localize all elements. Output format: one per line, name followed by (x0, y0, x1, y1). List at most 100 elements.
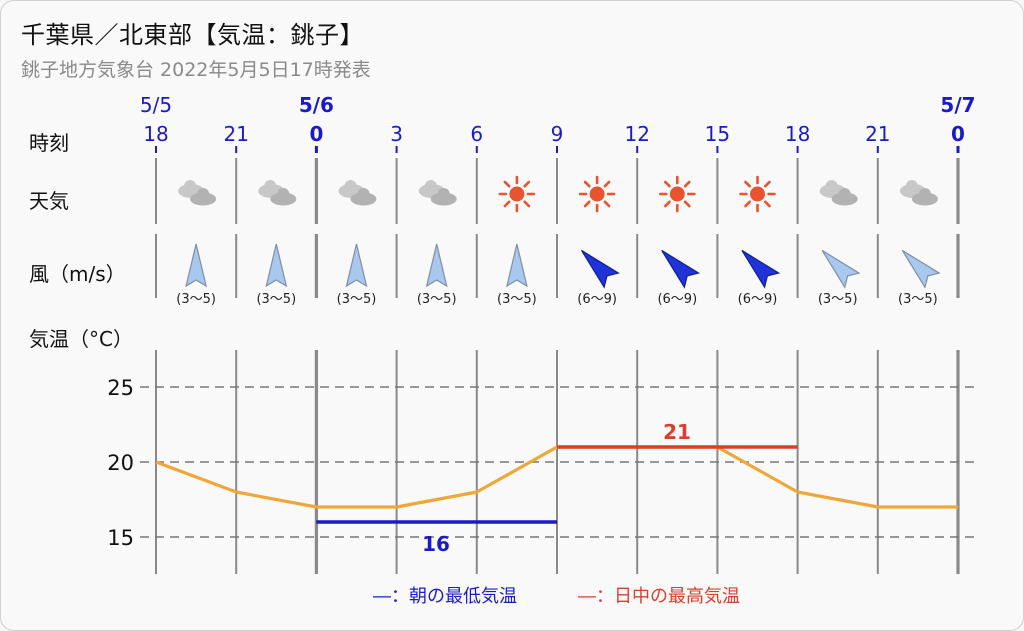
wind-arrow-icon (505, 243, 528, 288)
wind-arrow-icon (821, 249, 861, 289)
hour-label: 12 (624, 122, 649, 146)
row-label-weather: 天気 (29, 189, 69, 213)
wind-arrow-icon (661, 249, 701, 289)
sun-ray (583, 180, 591, 188)
cloud-front-puff (357, 188, 370, 200)
wind-range-label: (3〜5) (176, 292, 216, 307)
cloud-icon (178, 180, 217, 206)
cloud-back-puff (825, 180, 838, 192)
sun-ray (763, 180, 771, 188)
hour-label: 6 (470, 122, 483, 146)
sun-icon (658, 175, 696, 213)
hour-label: 3 (390, 122, 403, 146)
sun-ray (744, 200, 752, 208)
min-temp-label: 16 (422, 532, 450, 556)
cloud-front-puff (437, 188, 450, 200)
wind-arrow-icon (185, 243, 208, 288)
row-label-time: 時刻 (29, 131, 69, 155)
hour-label: 21 (865, 122, 890, 146)
wind-arrow-shape (821, 249, 861, 289)
sun-icon (739, 175, 776, 213)
wind-range-label: (3〜5) (898, 292, 938, 307)
wind-arrow-shape (425, 243, 448, 288)
row-label-temperature: 気温（°C） (29, 327, 133, 351)
wind-arrow-icon (741, 249, 781, 289)
cloud-icon (418, 180, 457, 206)
legend-min-label: ―：朝の最低気温 (373, 586, 517, 607)
cloud-front-puff (918, 188, 931, 200)
sun-ray (683, 200, 691, 208)
cloud-back-puff (344, 180, 357, 192)
wind-range-label: (3〜5) (256, 292, 296, 307)
sun-core (750, 186, 765, 202)
cloud-front-puff (197, 188, 210, 200)
wind-arrow-shape (505, 243, 528, 288)
wind-arrow-icon (345, 243, 368, 288)
wind-range-label: (3〜5) (818, 292, 858, 307)
sun-ray (503, 180, 511, 188)
cloud-back-puff (424, 180, 437, 192)
wind-range-label: (3〜5) (417, 292, 457, 307)
issue-info: 銚子地方気象台 2022年5月5日17時発表 (21, 59, 371, 81)
hour-label: 18 (785, 122, 810, 146)
hour-label: 18 (143, 122, 168, 146)
wind-range-label: (3〜5) (497, 292, 537, 307)
sun-ray (603, 180, 611, 188)
wind-arrow-icon (901, 249, 941, 289)
sun-core (509, 186, 525, 202)
wind-arrow-shape (901, 249, 941, 289)
sun-ray (523, 180, 531, 188)
sun-ray (763, 200, 771, 208)
wind-arrow-shape (741, 249, 781, 289)
date-label: 5/6 (299, 93, 334, 117)
wind-range-label: (6〜9) (577, 292, 617, 307)
cloud-icon (899, 180, 938, 206)
page-title: 千葉県／北東部【気温：銚子】 (21, 21, 364, 49)
cloud-icon (338, 180, 377, 206)
sun-ray (503, 200, 511, 208)
sun-core (669, 186, 685, 202)
wind-range-label: (3〜5) (337, 292, 377, 307)
wind-arrow-icon (425, 243, 448, 288)
sun-ray (663, 180, 671, 188)
sun-core (589, 186, 605, 202)
hour-label: 21 (223, 122, 248, 146)
date-label: 5/5 (140, 93, 172, 117)
cloud-front-puff (838, 188, 851, 200)
y-tick-label: 20 (107, 451, 134, 475)
y-tick-label: 25 (107, 376, 134, 400)
wind-arrow-shape (661, 249, 701, 289)
wind-range-label: (6〜9) (738, 292, 778, 307)
cloud-icon (258, 180, 297, 206)
hour-label: 9 (551, 122, 564, 146)
wind-arrow-icon (581, 249, 620, 289)
cloud-back-puff (905, 180, 918, 192)
cloud-front-puff (277, 188, 290, 200)
cloud-back-puff (264, 180, 277, 192)
sun-ray (663, 200, 671, 208)
sun-ray (583, 200, 591, 208)
cloud-icon (819, 180, 858, 206)
wind-arrow-shape (185, 243, 208, 288)
row-label-wind: 風（m/s） (29, 262, 126, 286)
wind-arrow-shape (345, 243, 368, 288)
cloud-back-puff (184, 180, 197, 192)
y-tick-label: 15 (107, 526, 134, 550)
sun-ray (603, 200, 611, 208)
sun-icon (578, 175, 616, 213)
hour-label: 15 (705, 122, 730, 146)
date-label: 5/7 (940, 93, 975, 117)
sun-ray (683, 180, 691, 188)
max-temp-label: 21 (663, 420, 691, 444)
hour-label: 0 (309, 122, 323, 146)
sun-ray (744, 180, 752, 188)
wind-arrow-icon (265, 243, 288, 288)
sun-ray (523, 200, 531, 208)
legend-max-label: ―：日中の最高気温 (578, 586, 740, 607)
hour-label: 0 (951, 122, 965, 146)
wind-arrow-shape (581, 249, 620, 289)
sun-icon (498, 175, 536, 213)
wind-range-label: (6〜9) (657, 292, 697, 307)
